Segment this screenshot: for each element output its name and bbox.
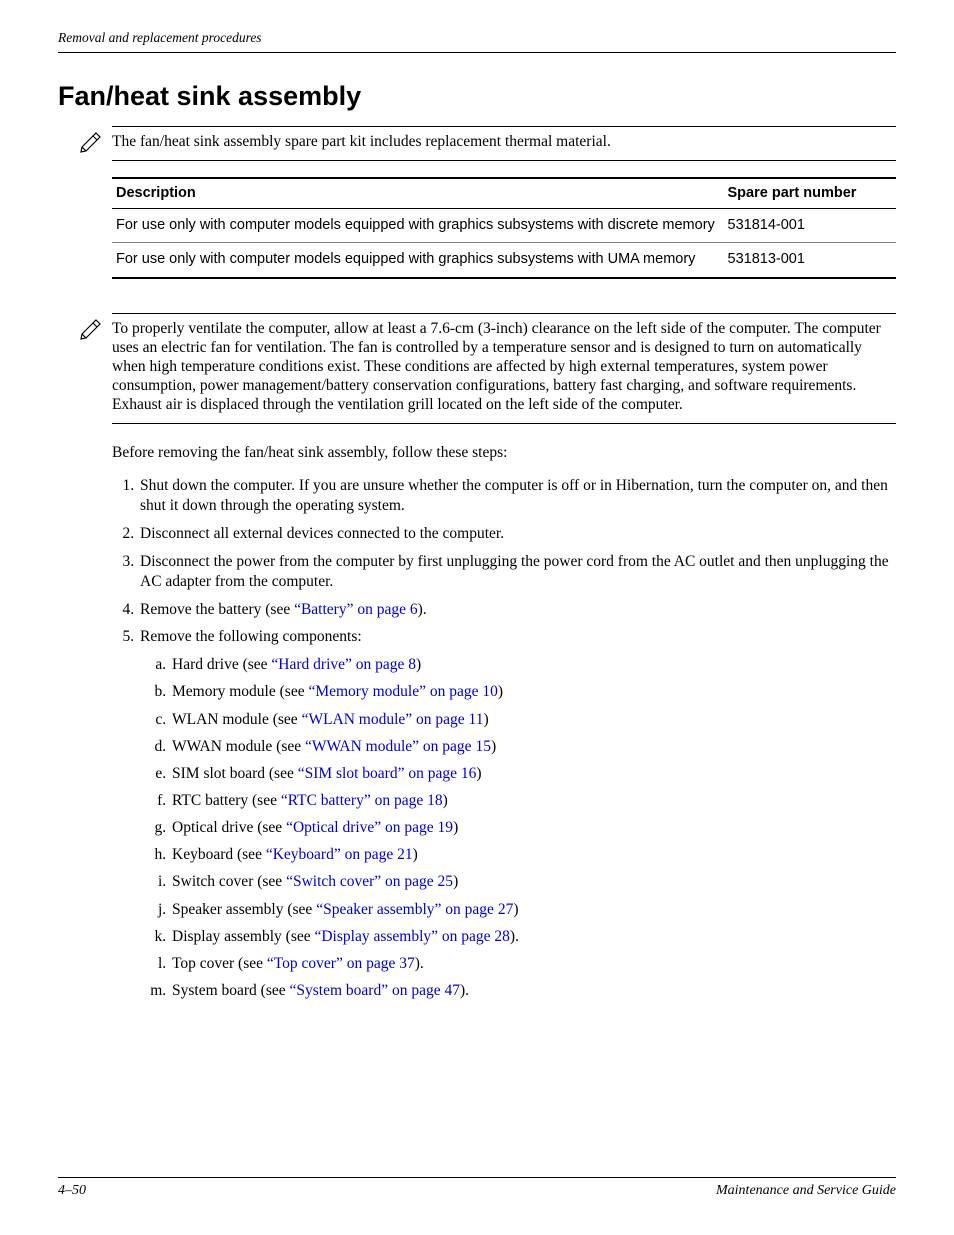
sub-k-post: ). — [510, 928, 519, 945]
footer-title: Maintenance and Service Guide — [716, 1183, 896, 1199]
step-4-pre: Remove the battery (see — [140, 601, 294, 618]
step-4: Remove the battery (see “Battery” on pag… — [138, 600, 896, 620]
intro-paragraph: Before removing the fan/heat sink assemb… — [112, 444, 896, 463]
sub-f-pre: RTC battery (see — [172, 792, 281, 809]
link-switch-cover[interactable]: “Switch cover” on page 25 — [286, 873, 453, 890]
table-header-row: Description Spare part number — [112, 178, 896, 209]
sub-g-pre: Optical drive (see — [172, 819, 286, 836]
sub-m-pre: System board (see — [172, 982, 290, 999]
cell-spare-part-number: 531813-001 — [724, 243, 896, 278]
link-display-assembly[interactable]: “Display assembly” on page 28 — [314, 928, 509, 945]
spare-parts-table: Description Spare part number For use on… — [112, 177, 896, 279]
sub-a-pre: Hard drive (see — [172, 656, 271, 673]
sub-d-pre: WWAN module (see — [172, 738, 305, 755]
substep-j: Speaker assembly (see “Speaker assembly”… — [170, 900, 896, 920]
note-2-text: To properly ventilate the computer, allo… — [112, 320, 881, 413]
page-number: 4–50 — [58, 1183, 86, 1199]
sub-b-pre: Memory module (see — [172, 683, 308, 700]
sub-b-post: ) — [498, 683, 503, 700]
pencil-note-icon — [76, 316, 104, 344]
table-row: For use only with computer models equipp… — [112, 208, 896, 243]
substep-e: SIM slot board (see “SIM slot board” on … — [170, 764, 896, 784]
sub-e-post: ) — [476, 765, 481, 782]
sub-f-post: ) — [443, 792, 448, 809]
substep-d: WWAN module (see “WWAN module” on page 1… — [170, 737, 896, 757]
table-row: For use only with computer models equipp… — [112, 243, 896, 278]
link-wwan-module[interactable]: “WWAN module” on page 15 — [305, 738, 491, 755]
pencil-note-icon — [76, 129, 104, 157]
substep-k: Display assembly (see “Display assembly”… — [170, 927, 896, 947]
step-5: Remove the following components: Hard dr… — [138, 627, 896, 1001]
procedure-steps: Shut down the computer. If you are unsur… — [112, 476, 896, 1001]
substep-a: Hard drive (see “Hard drive” on page 8) — [170, 655, 896, 675]
link-optical-drive[interactable]: “Optical drive” on page 19 — [286, 819, 453, 836]
cell-description: For use only with computer models equipp… — [112, 243, 724, 278]
cell-description: For use only with computer models equipp… — [112, 208, 724, 243]
substep-c: WLAN module (see “WLAN module” on page 1… — [170, 710, 896, 730]
substep-g: Optical drive (see “Optical drive” on pa… — [170, 818, 896, 838]
sub-l-post: ). — [415, 955, 424, 972]
substep-m: System board (see “System board” on page… — [170, 981, 896, 1001]
substep-h: Keyboard (see “Keyboard” on page 21) — [170, 845, 896, 865]
link-memory-module[interactable]: “Memory module” on page 10 — [308, 683, 497, 700]
sub-m-post: ). — [460, 982, 469, 999]
sub-h-post: ) — [413, 846, 418, 863]
link-sim-slot-board[interactable]: “SIM slot board” on page 16 — [298, 765, 477, 782]
sub-e-pre: SIM slot board (see — [172, 765, 298, 782]
col-spare-part-number: Spare part number — [724, 178, 896, 209]
sub-d-post: ) — [491, 738, 496, 755]
link-top-cover[interactable]: “Top cover” on page 37 — [267, 955, 415, 972]
note-box-1: The fan/heat sink assembly spare part ki… — [112, 126, 896, 161]
sub-l-pre: Top cover (see — [172, 955, 267, 972]
cell-spare-part-number: 531814-001 — [724, 208, 896, 243]
substep-b: Memory module (see “Memory module” on pa… — [170, 682, 896, 702]
sub-h-pre: Keyboard (see — [172, 846, 266, 863]
sub-c-post: ) — [483, 711, 488, 728]
link-hard-drive[interactable]: “Hard drive” on page 8 — [271, 656, 416, 673]
substep-f: RTC battery (see “RTC battery” on page 1… — [170, 791, 896, 811]
substeps: Hard drive (see “Hard drive” on page 8) … — [140, 655, 896, 1001]
page-footer: 4–50 Maintenance and Service Guide — [58, 1177, 896, 1199]
sub-c-pre: WLAN module (see — [172, 711, 302, 728]
sub-a-post: ) — [416, 656, 421, 673]
link-keyboard[interactable]: “Keyboard” on page 21 — [266, 846, 413, 863]
substep-l: Top cover (see “Top cover” on page 37). — [170, 954, 896, 974]
link-wlan-module[interactable]: “WLAN module” on page 11 — [302, 711, 484, 728]
col-description: Description — [112, 178, 724, 209]
step-2: Disconnect all external devices connecte… — [138, 524, 896, 544]
link-speaker-assembly[interactable]: “Speaker assembly” on page 27 — [316, 901, 513, 918]
running-header: Removal and replacement procedures — [58, 30, 896, 53]
note-1-text: The fan/heat sink assembly spare part ki… — [112, 133, 611, 150]
sub-j-post: ) — [513, 901, 518, 918]
sub-i-pre: Switch cover (see — [172, 873, 286, 890]
link-battery[interactable]: “Battery” on page 6 — [294, 601, 418, 618]
step-5-text: Remove the following components: — [140, 628, 362, 645]
step-3: Disconnect the power from the computer b… — [138, 552, 896, 592]
link-rtc-battery[interactable]: “RTC battery” on page 18 — [281, 792, 443, 809]
step-1: Shut down the computer. If you are unsur… — [138, 476, 896, 516]
sub-i-post: ) — [453, 873, 458, 890]
step-4-post: ). — [418, 601, 427, 618]
sub-g-post: ) — [453, 819, 458, 836]
sub-j-pre: Speaker assembly (see — [172, 901, 316, 918]
substep-i: Switch cover (see “Switch cover” on page… — [170, 872, 896, 892]
note-box-2: To properly ventilate the computer, allo… — [112, 313, 896, 424]
section-title: Fan/heat sink assembly — [58, 81, 896, 112]
link-system-board[interactable]: “System board” on page 47 — [290, 982, 460, 999]
sub-k-pre: Display assembly (see — [172, 928, 314, 945]
